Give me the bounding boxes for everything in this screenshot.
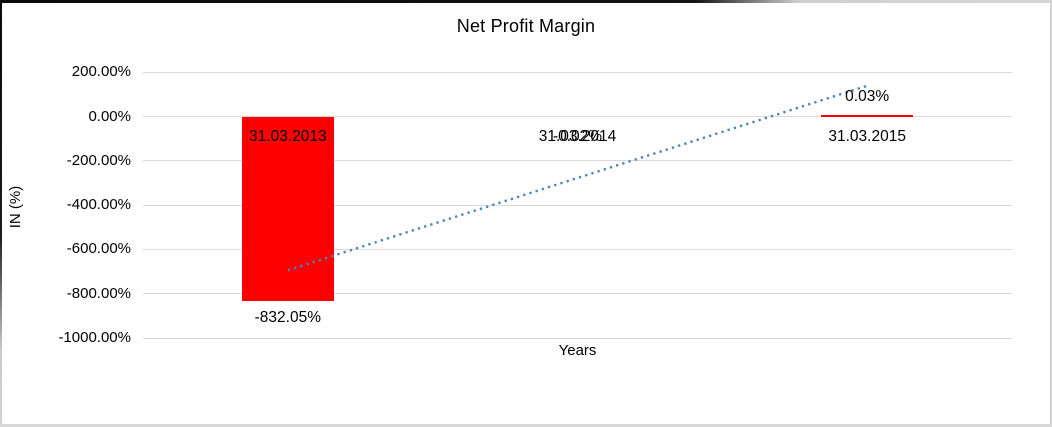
y-tick-label: -600.00% — [66, 240, 131, 258]
chart-title: Net Profit Margin — [456, 16, 596, 36]
y-tick-label: 0.00% — [88, 107, 131, 125]
category-label: 31.03.2015 — [828, 128, 906, 145]
y-tick-label: -200.00% — [66, 151, 131, 169]
trendline — [287, 84, 868, 272]
y-tick-label: -400.00% — [66, 196, 131, 214]
y-tick-label: -1000.00% — [58, 329, 131, 347]
frame-border-right — [1050, 0, 1052, 427]
gridline — [143, 71, 1012, 73]
frame-border-top — [0, 0, 1052, 3]
bar-31.03.2015 — [821, 115, 914, 117]
gridline — [143, 293, 1012, 295]
data-label: -832.05% — [254, 308, 321, 326]
x-axis-title: Years — [558, 342, 597, 359]
y-tick-label: 200.00% — [71, 63, 131, 81]
y-tick-label: -800.00% — [66, 284, 131, 302]
data-label: -0.02% — [552, 128, 603, 145]
frame-border-bottom — [0, 424, 1052, 427]
frame-border-left — [0, 0, 2, 427]
category-label: 31.03.2013 — [249, 128, 327, 145]
gridline — [143, 337, 1012, 339]
data-label: 0.03% — [845, 87, 890, 105]
